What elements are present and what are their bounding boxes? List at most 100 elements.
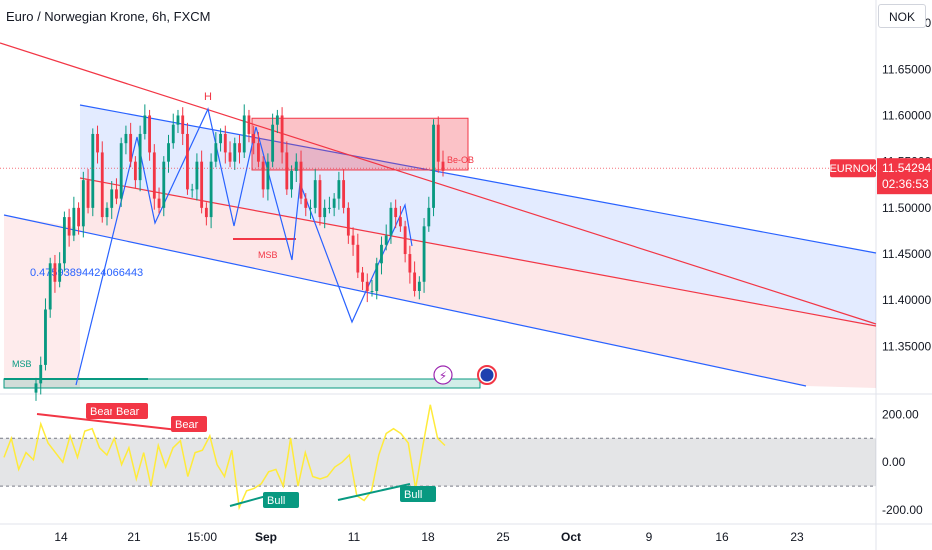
candle-body	[105, 207, 109, 218]
candle-body	[432, 124, 435, 208]
candle-body	[337, 180, 341, 199]
oscillator-band	[0, 438, 876, 487]
candle-body	[115, 189, 118, 199]
x-tick-label: Oct	[561, 530, 581, 544]
candle-body	[96, 133, 99, 153]
y-tick-label: 11.50000	[882, 201, 931, 215]
channel-bottom-line	[3, 214, 807, 387]
candle-body	[417, 281, 421, 291]
candle-body	[441, 161, 445, 171]
candle-body	[294, 161, 298, 171]
price-badge-countdown: 02:36:53	[882, 177, 929, 191]
channel-mid-line	[79, 177, 877, 327]
candle-body	[280, 115, 284, 153]
candle-body	[44, 309, 47, 365]
trend-line	[0, 42, 877, 325]
candle-body	[62, 217, 66, 264]
candle-body	[186, 133, 189, 190]
candle-body	[162, 161, 166, 208]
bearish-order-block	[251, 117, 469, 171]
candle-body	[129, 133, 133, 162]
lightning-icon-glyph: ⚡	[439, 369, 447, 383]
candle-body	[138, 133, 142, 181]
fib-value-label: 0.47593894424066443	[30, 267, 143, 279]
y-tick-label: 11.40000	[882, 293, 931, 307]
symbol-badge-text: EURNOK	[829, 163, 877, 175]
candle-body	[53, 263, 57, 282]
candle-body	[228, 152, 232, 162]
candle-body	[176, 115, 180, 125]
candle-body	[100, 152, 104, 218]
candle-body	[209, 161, 213, 218]
x-tick-label: 25	[496, 530, 510, 544]
currency-button[interactable]: NOK	[878, 4, 926, 28]
candle-body	[48, 263, 52, 310]
candle-body	[370, 291, 374, 292]
candle-body	[124, 133, 128, 144]
candle-body	[195, 161, 199, 190]
x-tick-label: 14	[54, 530, 68, 544]
bear-label	[171, 416, 207, 432]
candle-body	[304, 198, 308, 208]
price-badge-value: 11.54294	[882, 161, 931, 175]
x-tick-label: 18	[421, 530, 435, 544]
candle-body	[394, 207, 398, 218]
x-tick-label: 9	[646, 530, 653, 544]
bear-label-text: Bear	[90, 406, 114, 418]
candle-body	[403, 226, 407, 255]
chart-title: Euro / Norwegian Krone, 6h, FXCM	[6, 9, 211, 24]
candle-body	[271, 124, 275, 162]
x-tick-label: 11	[348, 530, 361, 544]
candle-body	[285, 152, 289, 190]
bull-label	[263, 492, 299, 508]
candle-body	[143, 115, 147, 134]
candle-body	[361, 272, 364, 282]
bearish-ob-label: Be-OB	[447, 155, 474, 165]
candle-body	[365, 281, 369, 291]
candle-body	[389, 207, 393, 236]
candle-body	[119, 143, 123, 199]
candle-body	[190, 189, 194, 191]
candle-body	[398, 217, 402, 227]
candle-body	[384, 235, 388, 245]
candle-body	[261, 161, 265, 190]
candle-body	[204, 207, 208, 218]
candle-body	[313, 180, 317, 208]
symbol-badge	[830, 159, 876, 178]
bear-label	[112, 403, 148, 419]
channel-upper-zone	[80, 105, 876, 326]
candle-body	[39, 364, 43, 384]
candle-body	[200, 161, 204, 208]
candle-body	[266, 161, 270, 190]
candle-body	[342, 180, 346, 208]
channel-lower-zone-left	[4, 215, 80, 388]
candle-body	[157, 198, 161, 208]
candle-body	[427, 207, 431, 227]
harmonic-pattern	[75, 107, 413, 386]
candle-body	[214, 143, 218, 162]
eu-flag-inner	[480, 368, 494, 382]
candle-body	[81, 180, 85, 227]
msb-label-mid: MSB	[258, 250, 278, 260]
candle-body	[332, 198, 336, 208]
candle-body	[275, 115, 279, 125]
candle-body	[252, 133, 256, 144]
candle-body	[323, 207, 327, 218]
candle-body	[346, 207, 350, 236]
candle-body	[171, 124, 175, 144]
x-tick-label: 23	[790, 530, 804, 544]
candle-body	[181, 115, 185, 134]
candle-body	[242, 115, 246, 153]
candle-body	[91, 133, 95, 208]
candle-body	[408, 254, 412, 273]
x-tick-label: 21	[127, 530, 141, 544]
candle-body	[133, 161, 137, 181]
candle-body	[219, 133, 222, 144]
candle-body	[67, 217, 71, 236]
candle-body	[318, 180, 322, 218]
channel-lower-zone	[80, 178, 876, 388]
bull-divergence-line-2	[337, 483, 411, 501]
msb-label-left: MSB	[12, 359, 32, 369]
candle-body	[233, 143, 237, 162]
